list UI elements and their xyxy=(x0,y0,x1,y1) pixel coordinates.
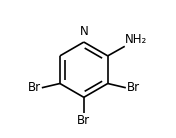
Text: Br: Br xyxy=(77,114,90,127)
Text: N: N xyxy=(79,25,88,38)
Text: NH₂: NH₂ xyxy=(125,33,147,46)
Text: Br: Br xyxy=(28,81,41,94)
Text: Br: Br xyxy=(127,81,140,94)
